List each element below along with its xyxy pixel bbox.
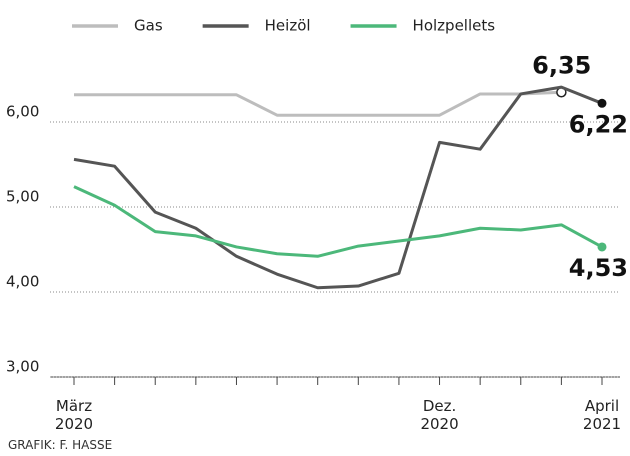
x-tick-label: März 2020 — [54, 397, 94, 433]
legend-label: Heizöl — [265, 17, 311, 35]
value-label: 6,22 — [569, 110, 628, 138]
y-tick-label: 4,00 — [6, 273, 39, 291]
y-tick-label: 5,00 — [6, 188, 39, 206]
source: GRAFIK: F. HASSE — [8, 438, 113, 452]
end-point — [597, 242, 607, 252]
series-line — [73, 185, 603, 258]
y-tick-label: 3,00 — [6, 358, 39, 376]
legend-label: Gas — [134, 17, 163, 35]
y-tick-label: 6,00 — [6, 103, 39, 121]
series-line — [74, 90, 562, 117]
x-tick-label: Dez. 2020 — [420, 397, 459, 433]
legend-label: Holzpellets — [413, 17, 496, 35]
series-line — [73, 85, 603, 290]
x-tick-label: April 2021 — [582, 397, 622, 433]
value-label: 6,35 — [532, 51, 591, 79]
end-point — [597, 98, 607, 108]
value-label: 4,53 — [569, 254, 628, 282]
